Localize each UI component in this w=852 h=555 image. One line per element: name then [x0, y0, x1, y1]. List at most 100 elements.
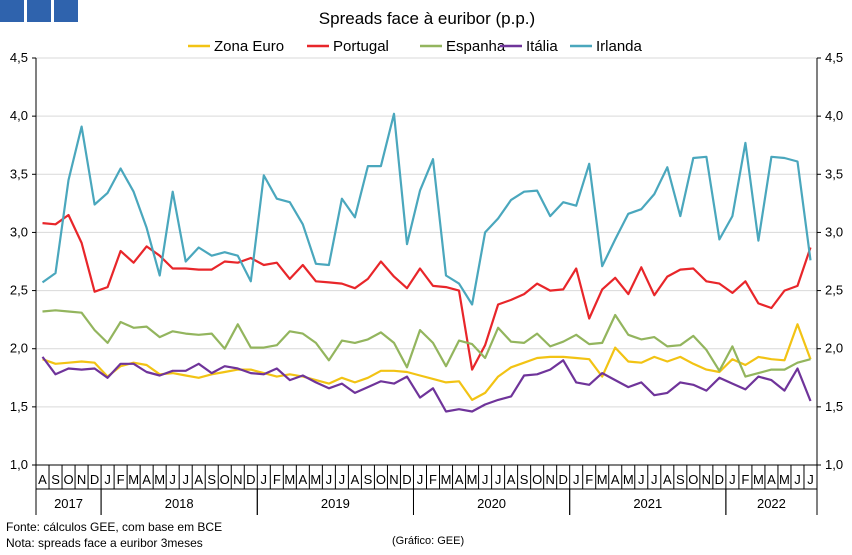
- month-label: A: [663, 472, 672, 487]
- brand-logo: [0, 0, 78, 22]
- month-label: J: [482, 472, 489, 487]
- series-lines: [41, 112, 812, 413]
- month-label: A: [299, 472, 308, 487]
- month-label: O: [532, 472, 542, 487]
- month-label: S: [51, 472, 60, 487]
- month-label: F: [117, 472, 125, 487]
- month-label: N: [702, 472, 711, 487]
- month-label: N: [233, 472, 242, 487]
- month-label: M: [441, 472, 452, 487]
- month-label: N: [389, 472, 398, 487]
- y-tick-label: 2,0: [825, 341, 843, 356]
- legend-label: Espanha: [446, 38, 506, 55]
- month-label: A: [455, 472, 464, 487]
- month-label: A: [142, 472, 151, 487]
- source-note: Fonte: cálculos GEE, com base em BCE: [6, 520, 223, 534]
- month-label: M: [128, 472, 139, 487]
- year-label: 2018: [165, 496, 194, 511]
- month-label: S: [520, 472, 529, 487]
- month-label: A: [507, 472, 516, 487]
- year-label: 2021: [633, 496, 662, 511]
- month-label: O: [63, 472, 73, 487]
- y-tick-label: 4,5: [825, 50, 843, 65]
- y-tick-label: 2,0: [10, 341, 28, 356]
- month-label: A: [194, 472, 203, 487]
- month-label: M: [597, 472, 608, 487]
- series-line-it-lia: [41, 356, 812, 413]
- month-label: N: [545, 472, 554, 487]
- month-label: J: [104, 472, 111, 487]
- month-label: J: [729, 472, 736, 487]
- month-label: D: [558, 472, 567, 487]
- month-label: M: [154, 472, 165, 487]
- logo-square: [27, 0, 51, 22]
- month-label: M: [284, 472, 295, 487]
- y-axis-right: 1,0 1,5 2,0 2,5 3,0 3,5 4,0 4,5: [816, 50, 843, 472]
- legend-label: Itália: [526, 38, 558, 55]
- gridlines: [36, 57, 817, 466]
- month-label: J: [807, 472, 814, 487]
- month-label: J: [573, 472, 580, 487]
- month-label: O: [688, 472, 698, 487]
- y-tick-label: 3,0: [825, 224, 843, 239]
- month-label: J: [651, 472, 658, 487]
- month-label: N: [77, 472, 86, 487]
- y-tick-label: 3,0: [10, 224, 28, 239]
- month-label: A: [351, 472, 360, 487]
- logo-square: [54, 0, 78, 22]
- month-label: J: [638, 472, 645, 487]
- year-label: 2019: [321, 496, 350, 511]
- month-label: F: [741, 472, 749, 487]
- month-label: A: [38, 472, 47, 487]
- y-tick-label: 1,5: [825, 399, 843, 414]
- year-label: 2017: [54, 496, 83, 511]
- year-label: 2020: [477, 496, 506, 511]
- month-label: S: [676, 472, 685, 487]
- series-line-zona-euro: [42, 323, 812, 401]
- y-tick-label: 4,5: [10, 50, 28, 65]
- legend-label: Zona Euro: [214, 38, 284, 55]
- month-label: F: [273, 472, 281, 487]
- series-line-portugal: [42, 213, 812, 371]
- month-label: O: [220, 472, 230, 487]
- month-label: M: [310, 472, 321, 487]
- series-line-irlanda: [41, 112, 812, 306]
- month-label: J: [794, 472, 801, 487]
- y-tick-label: 1,0: [10, 457, 28, 472]
- year-label: 2022: [757, 496, 786, 511]
- y-tick-label: 3,5: [825, 166, 843, 181]
- month-label: J: [261, 472, 268, 487]
- month-label: D: [715, 472, 724, 487]
- month-label: J: [417, 472, 424, 487]
- y-tick-label: 1,5: [10, 399, 28, 414]
- month-label: O: [376, 472, 386, 487]
- month-label: M: [779, 472, 790, 487]
- month-label: J: [169, 472, 176, 487]
- month-label: A: [611, 472, 620, 487]
- legend-label: Portugal: [333, 38, 389, 55]
- month-label: D: [246, 472, 255, 487]
- logo-square: [0, 0, 24, 22]
- month-label: M: [623, 472, 634, 487]
- chart-credit: (Gráfico: GEE): [392, 535, 465, 547]
- month-label: A: [767, 472, 776, 487]
- month-label: D: [90, 472, 99, 487]
- month-label: D: [402, 472, 411, 487]
- y-axis-left: 1,0 1,5 2,0 2,5 3,0 3,5 4,0 4,5: [10, 50, 37, 472]
- y-tick-label: 1,0: [825, 457, 843, 472]
- y-tick-label: 4,0: [10, 108, 28, 123]
- month-label: J: [326, 472, 333, 487]
- y-tick-label: 4,0: [825, 108, 843, 123]
- month-label: J: [339, 472, 346, 487]
- legend-label: Irlanda: [596, 38, 643, 55]
- footnote: Nota: spreads face a euribor 3meses: [6, 536, 203, 550]
- month-label: S: [364, 472, 373, 487]
- series-line-espanha: [42, 309, 811, 378]
- month-label: J: [182, 472, 189, 487]
- y-tick-label: 2,5: [10, 283, 28, 298]
- y-tick-label: 2,5: [825, 283, 843, 298]
- month-label: F: [585, 472, 593, 487]
- month-label: M: [753, 472, 764, 487]
